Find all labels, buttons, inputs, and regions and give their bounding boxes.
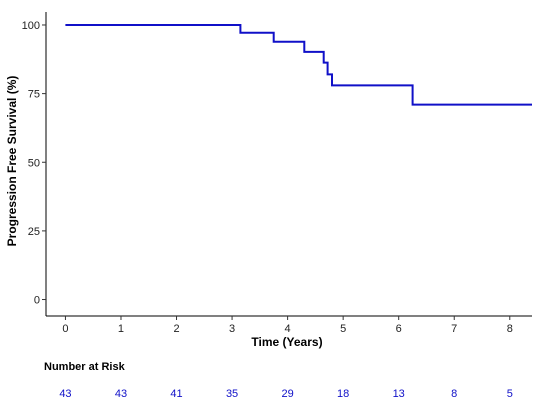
y-tick-label: 75 xyxy=(28,89,40,101)
risk-value: 43 xyxy=(59,388,71,400)
risk-value: 8 xyxy=(451,388,457,400)
x-tick-label: 4 xyxy=(285,323,291,335)
y-tick-label: 100 xyxy=(22,20,40,32)
risk-value: 29 xyxy=(281,388,293,400)
y-tick-label: 0 xyxy=(34,295,40,307)
y-tick-label: 50 xyxy=(28,157,40,169)
risk-value: 18 xyxy=(337,388,349,400)
risk-value: 35 xyxy=(226,388,238,400)
x-tick-label: 1 xyxy=(118,323,124,335)
risk-value: 13 xyxy=(393,388,405,400)
x-tick-label: 3 xyxy=(229,323,235,335)
risk-value: 43 xyxy=(115,388,127,400)
x-tick-label: 0 xyxy=(62,323,68,335)
x-tick-label: 7 xyxy=(451,323,457,335)
y-axis-title: Progression Free Survival (%) xyxy=(5,76,19,247)
x-tick-label: 2 xyxy=(173,323,179,335)
x-tick-label: 8 xyxy=(507,323,513,335)
y-tick-label: 25 xyxy=(28,226,40,238)
x-tick-label: 5 xyxy=(340,323,346,335)
risk-value: 5 xyxy=(507,388,513,400)
x-axis-title: Time (Years) xyxy=(251,335,322,349)
survival-curve xyxy=(65,24,532,106)
risk-value: 41 xyxy=(170,388,182,400)
risk-table-title: Number at Risk xyxy=(44,361,126,373)
x-tick-label: 6 xyxy=(396,323,402,335)
